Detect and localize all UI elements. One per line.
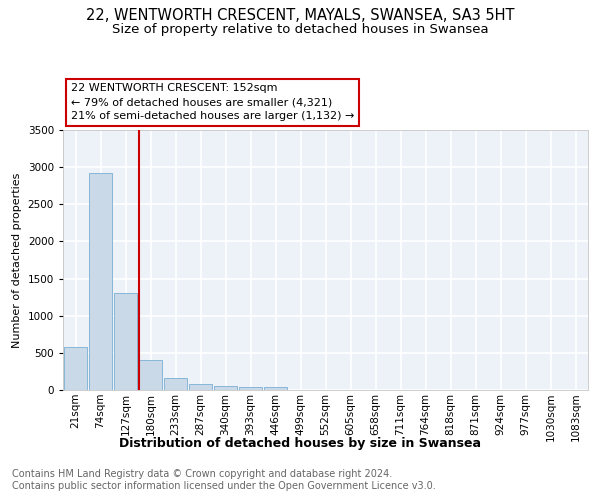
Bar <box>89 173 112 390</box>
Text: Distribution of detached houses by size in Swansea: Distribution of detached houses by size … <box>119 438 481 450</box>
Bar <box>239 386 262 390</box>
Bar <box>139 360 163 390</box>
Text: Contains HM Land Registry data © Crown copyright and database right 2024.: Contains HM Land Registry data © Crown c… <box>12 469 392 479</box>
Bar <box>164 378 187 390</box>
Bar <box>113 294 137 390</box>
Text: 22 WENTWORTH CRESCENT: 152sqm
← 79% of detached houses are smaller (4,321)
21% o: 22 WENTWORTH CRESCENT: 152sqm ← 79% of d… <box>71 83 354 121</box>
Bar <box>214 386 238 390</box>
Bar <box>188 384 212 390</box>
Text: Size of property relative to detached houses in Swansea: Size of property relative to detached ho… <box>112 22 488 36</box>
Text: 22, WENTWORTH CRESCENT, MAYALS, SWANSEA, SA3 5HT: 22, WENTWORTH CRESCENT, MAYALS, SWANSEA,… <box>86 8 514 22</box>
Bar <box>263 387 287 390</box>
Text: Contains public sector information licensed under the Open Government Licence v3: Contains public sector information licen… <box>12 481 436 491</box>
Bar <box>64 348 88 390</box>
Y-axis label: Number of detached properties: Number of detached properties <box>12 172 22 348</box>
